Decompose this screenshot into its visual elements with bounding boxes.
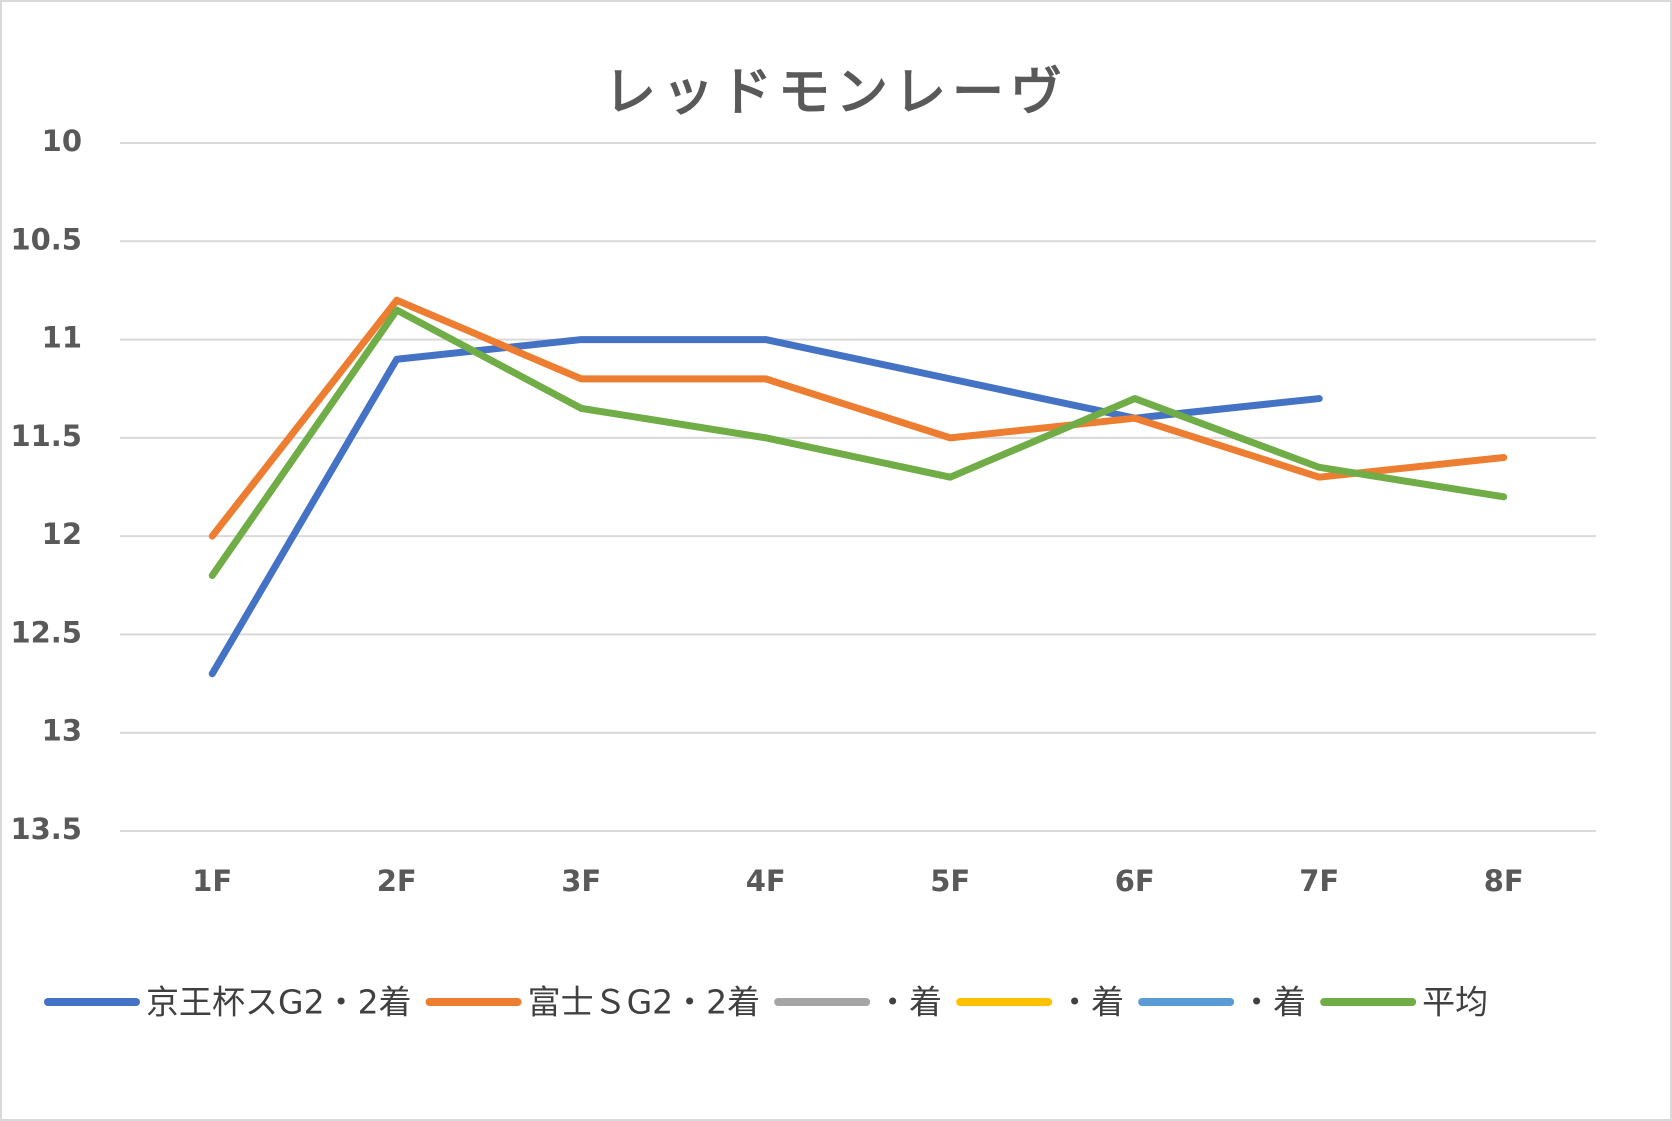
y-tick-label: 13 <box>42 714 82 748</box>
chart-title: レッドモンレーヴ <box>604 63 1068 123</box>
legend-label: 平均 <box>1422 983 1488 1022</box>
legend-label: ・着 <box>876 983 942 1022</box>
x-tick-label: 2F <box>377 864 417 898</box>
legend-label: 富士ＳG2・2着 <box>528 983 761 1022</box>
x-tick-label: 8F <box>1484 864 1524 898</box>
legend-label: ・着 <box>1058 983 1124 1022</box>
y-tick-label: 10.5 <box>10 222 82 256</box>
x-tick-label: 6F <box>1115 864 1155 898</box>
y-tick-label: 11.5 <box>10 419 82 453</box>
x-tick-label: 3F <box>561 864 601 898</box>
series-line <box>208 296 1508 540</box>
y-tick-label: 12.5 <box>10 615 82 649</box>
legend-label: 京王杯スG2・2着 <box>146 983 412 1022</box>
x-tick-label: 4F <box>746 864 786 898</box>
x-tick-label: 1F <box>192 864 232 898</box>
y-tick-label: 12 <box>42 517 82 551</box>
y-tick-label: 13.5 <box>10 812 82 846</box>
legend-label: ・着 <box>1240 983 1306 1022</box>
series-line <box>208 306 1508 579</box>
x-tick-label: 7F <box>1299 864 1339 898</box>
y-tick-label: 10 <box>42 124 82 158</box>
x-tick-label: 5F <box>930 864 970 898</box>
y-tick-label: 11 <box>42 321 82 355</box>
